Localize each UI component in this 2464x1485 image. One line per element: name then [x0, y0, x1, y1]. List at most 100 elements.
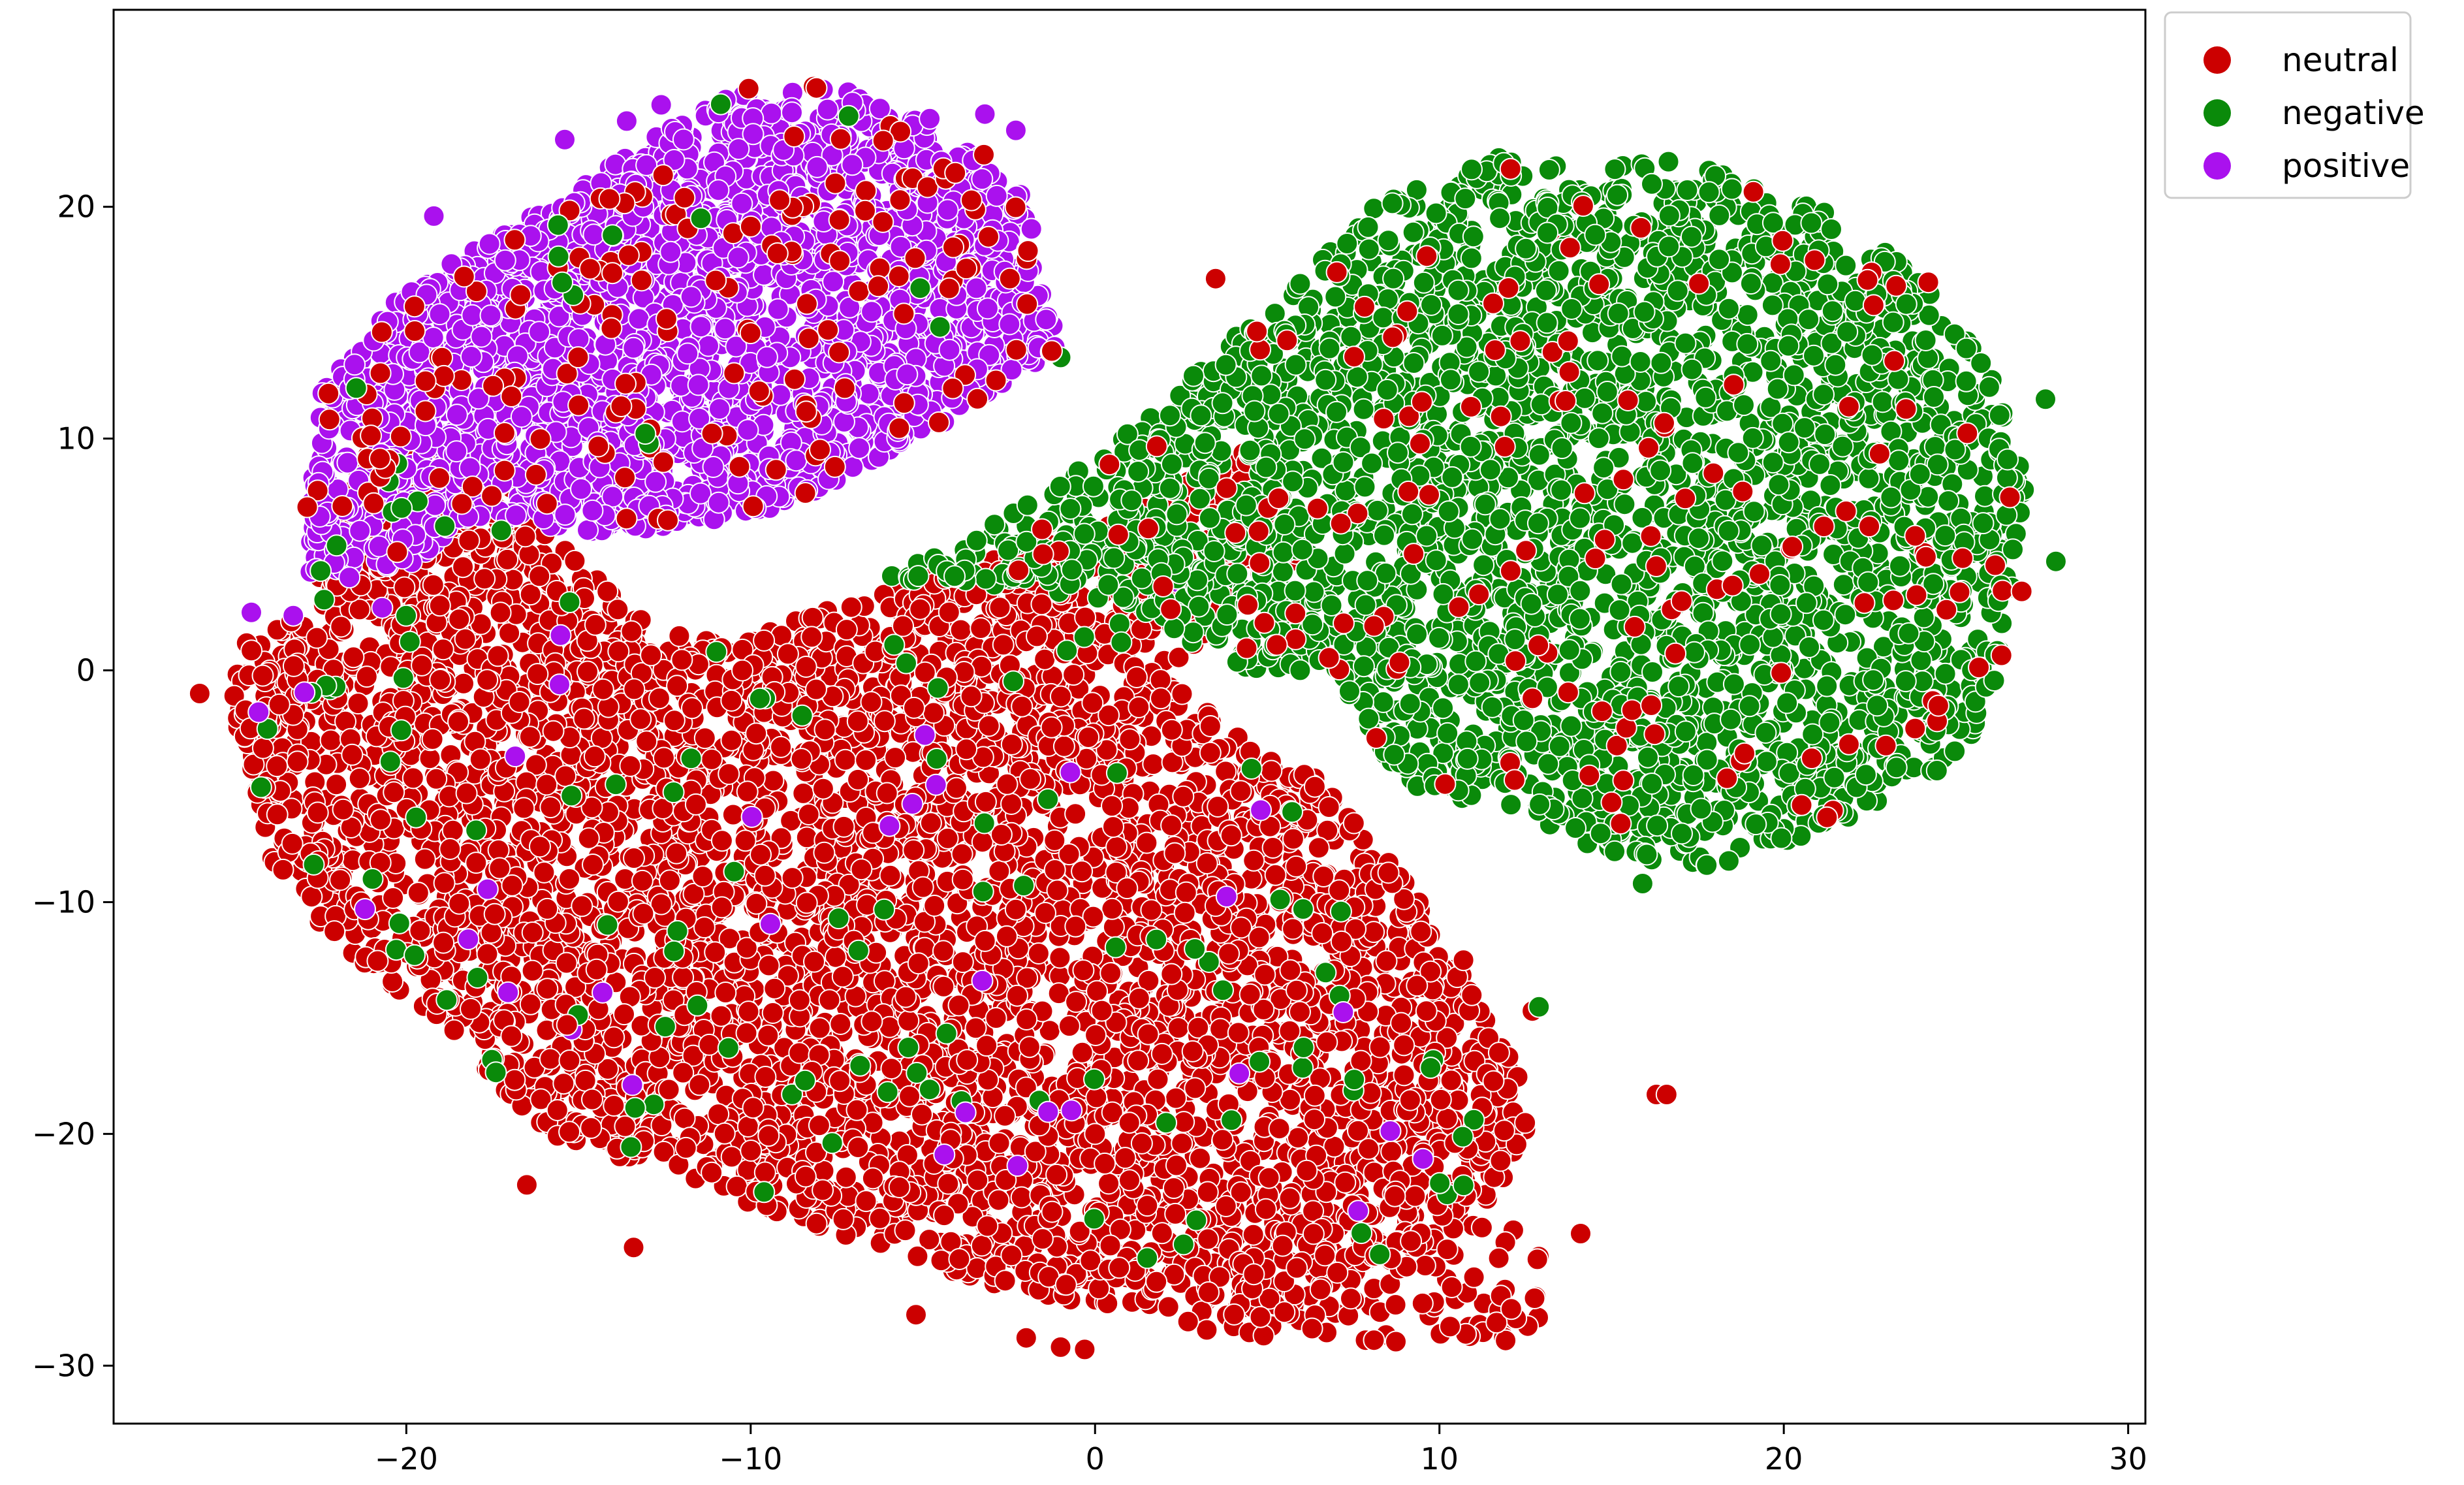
- data-point-neutral: [521, 921, 544, 944]
- data-point-neutral: [966, 1169, 989, 1192]
- data-point-neutral: [1303, 1108, 1326, 1131]
- data-point-neutral: [693, 916, 716, 939]
- data-point-neutral: [454, 628, 477, 650]
- data-point-neutral: [1165, 1154, 1188, 1177]
- data-point-neutral: [332, 798, 355, 821]
- data-point-neutral: [1282, 827, 1304, 850]
- data-point-neutral: [922, 701, 945, 724]
- data-point-neutral: [681, 697, 703, 720]
- data-point-neutral: [1011, 695, 1034, 718]
- data-point-neutral: [813, 841, 836, 864]
- data-point-neutral: [498, 622, 521, 645]
- data-point-neutral: [960, 685, 983, 708]
- data-point-neutral: [805, 1212, 828, 1235]
- data-point-neutral: [539, 1047, 561, 1070]
- data-point-neutral: [1286, 979, 1308, 1002]
- data-point-neutral: [1128, 696, 1150, 718]
- data-point-neutral: [710, 829, 733, 852]
- data-point-neutral: [884, 746, 907, 769]
- data-point-neutral: [658, 869, 681, 892]
- data-point-neutral: [742, 1096, 765, 1119]
- data-point-neutral: [812, 777, 834, 800]
- data-point-neutral: [1049, 685, 1072, 708]
- data-point-neutral: [272, 858, 294, 881]
- data-point-neutral: [996, 773, 1019, 795]
- data-point-neutral: [558, 1049, 581, 1072]
- data-point-neutral: [1150, 1042, 1173, 1065]
- data-point-neutral: [1034, 648, 1056, 671]
- data-point-neutral: [1375, 950, 1398, 972]
- data-point-neutral: [582, 854, 604, 876]
- data-point-neutral: [355, 665, 378, 688]
- data-point-neutral: [1071, 1041, 1094, 1064]
- data-point-neutral: [1303, 775, 1326, 798]
- data-point-neutral: [341, 743, 364, 766]
- data-point-neutral: [648, 687, 671, 710]
- data-point-neutral: [1415, 1000, 1438, 1023]
- data-point-neutral: [923, 895, 946, 917]
- data-point-neutral: [1282, 918, 1304, 940]
- data-point-neutral: [1126, 666, 1148, 688]
- data-point-neutral: [558, 867, 580, 890]
- data-point-neutral: [1006, 984, 1028, 1007]
- data-point-neutral: [1118, 1111, 1141, 1134]
- data-point-neutral: [323, 920, 346, 943]
- data-point-neutral: [735, 1021, 758, 1044]
- data-point-neutral: [1199, 715, 1222, 737]
- data-point-neutral: [1404, 1185, 1427, 1207]
- data-point-neutral: [1173, 901, 1196, 924]
- data-point-neutral: [465, 852, 488, 874]
- data-point-neutral: [266, 755, 289, 778]
- data-point-neutral: [1199, 741, 1222, 764]
- data-point-neutral: [1393, 1064, 1415, 1087]
- data-point-neutral: [558, 1121, 581, 1143]
- data-point-neutral: [535, 773, 558, 796]
- data-point-neutral: [1436, 1107, 1459, 1130]
- data-point-neutral: [480, 921, 503, 944]
- data-point-neutral: [623, 678, 646, 701]
- data-point-neutral: [951, 951, 974, 974]
- data-point-neutral: [1175, 881, 1197, 904]
- data-point-neutral: [1018, 1036, 1041, 1059]
- data-point-neutral: [1261, 837, 1284, 859]
- data-point-neutral: [319, 729, 342, 752]
- data-point-neutral: [1142, 753, 1165, 776]
- data-point-neutral: [240, 639, 263, 662]
- data-point-neutral: [546, 1099, 569, 1121]
- data-point-neutral: [736, 1115, 759, 1138]
- data-point-neutral: [455, 782, 478, 805]
- data-point-neutral: [988, 1132, 1011, 1155]
- data-point-neutral: [880, 1057, 903, 1080]
- data-point-neutral: [607, 598, 629, 621]
- data-point-neutral: [855, 1190, 877, 1213]
- data-point-neutral: [840, 596, 862, 618]
- data-point-neutral: [936, 827, 959, 850]
- data-point-neutral: [381, 970, 404, 993]
- data-point-neutral: [834, 748, 857, 771]
- data-point-neutral: [698, 1033, 721, 1056]
- data-point-neutral: [1081, 692, 1104, 714]
- data-point-neutral: [592, 678, 614, 701]
- data-point-neutral: [792, 782, 815, 805]
- data-point-neutral: [369, 808, 392, 831]
- data-point-neutral: [635, 730, 658, 753]
- data-point-neutral: [571, 895, 593, 918]
- data-point-neutral: [907, 952, 930, 975]
- data-point-neutral: [955, 738, 978, 761]
- data-point-neutral: [620, 620, 643, 643]
- data-point-neutral: [846, 710, 869, 733]
- data-point-neutral: [971, 831, 994, 854]
- data-point-neutral: [1000, 793, 1022, 815]
- data-point-neutral: [529, 835, 551, 858]
- data-point-neutral: [603, 1026, 625, 1049]
- data-point-neutral: [847, 1136, 870, 1158]
- data-point-neutral: [894, 985, 917, 1008]
- data-point-neutral: [486, 645, 509, 667]
- data-point-neutral: [1065, 991, 1088, 1014]
- data-point-neutral: [300, 886, 323, 908]
- data-point-neutral: [1164, 1202, 1187, 1225]
- data-point-neutral: [1160, 718, 1183, 741]
- data-point-neutral: [1015, 1008, 1038, 1030]
- data-point-neutral: [476, 942, 499, 965]
- data-point-neutral: [860, 691, 883, 714]
